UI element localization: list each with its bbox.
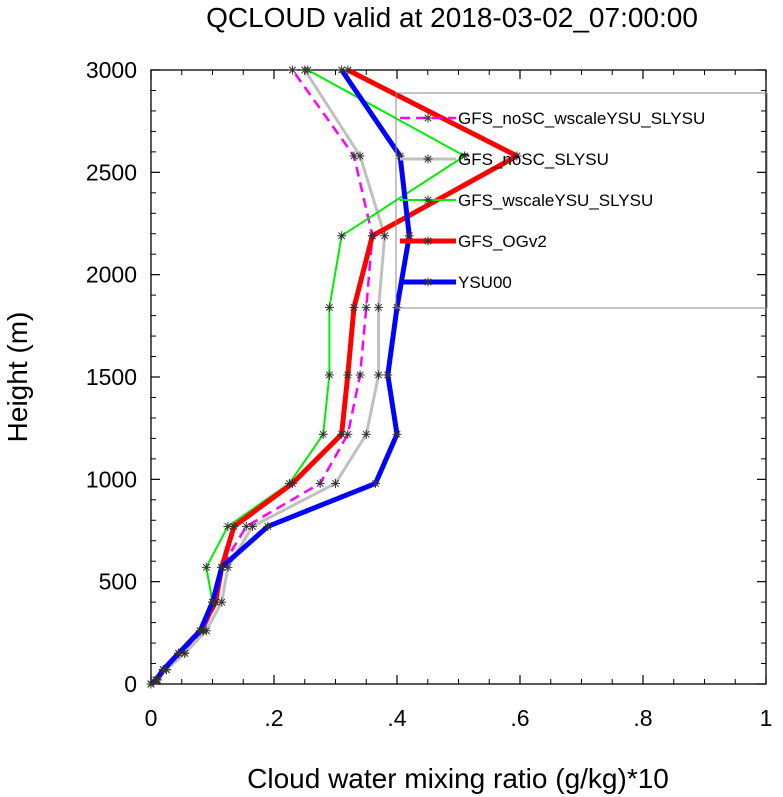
data-point-marker [331, 478, 340, 488]
data-point-marker [151, 675, 161, 685]
data-point-marker [460, 151, 470, 161]
legend: GFS_noSC_wscaleYSU_SLYSU GFS_noSC_SLYSU GF… [395, 92, 768, 309]
y-axis-label: Height (m) [2, 312, 33, 443]
data-point-marker [380, 231, 390, 241]
data-point-marker [370, 478, 380, 488]
y-tick-label: 0 [124, 671, 137, 697]
data-point-marker [263, 521, 273, 531]
data-point-marker [337, 231, 347, 241]
chart-title: QCLOUD valid at 2018-03-02_07:00:00 [206, 2, 698, 33]
x-tick-label: .2 [264, 705, 283, 731]
data-point-marker [303, 65, 313, 75]
data-point-marker [423, 277, 433, 287]
data-point-marker [324, 302, 334, 312]
data-point-marker [343, 429, 353, 439]
y-tick-label: 2500 [86, 159, 137, 185]
data-point-marker [423, 113, 433, 123]
data-point-marker [374, 370, 384, 380]
data-point-marker [241, 521, 251, 531]
y-tick-label: 1000 [86, 466, 137, 492]
data-point-marker [367, 231, 377, 241]
y-tick-label: 2000 [86, 262, 137, 288]
data-point-marker [512, 151, 522, 161]
data-point-marker [229, 521, 239, 531]
x-tick-label: .6 [510, 705, 529, 731]
legend-box [395, 92, 768, 309]
series-line-1 [150, 69, 374, 685]
data-point-marker [208, 597, 217, 607]
data-point-marker [361, 429, 371, 439]
data-point-marker [343, 65, 353, 75]
legend-label: GFS_noSC_wscaleYSU_SLYSU [458, 109, 705, 128]
x-tick-label: 1 [760, 705, 773, 731]
data-point-marker [324, 370, 334, 380]
x-axis-label: Cloud water mixing ratio (g/kg)*10 [247, 763, 669, 794]
x-tick-label: .4 [387, 705, 406, 731]
legend-label: GFS_OGv2 [458, 232, 547, 251]
data-point-marker [180, 648, 190, 658]
x-axis: 0 .2 .4 .6 .8 1 [145, 70, 773, 731]
data-point-marker [423, 195, 433, 205]
data-point-marker [223, 521, 233, 531]
data-point-marker [174, 648, 184, 658]
x-tick-label: .8 [633, 705, 652, 731]
data-point-marker [201, 562, 211, 572]
data-point-marker [287, 478, 297, 488]
series-line-3 [150, 69, 466, 685]
series-line-5 [149, 68, 412, 686]
data-point-marker [287, 65, 297, 75]
y-tick-label: 3000 [86, 57, 137, 83]
data-point-marker [217, 562, 227, 572]
data-point-marker [423, 154, 433, 164]
data-point-marker [355, 370, 365, 380]
data-point-marker [361, 302, 371, 312]
y-axis: 0 500 1000 1500 2000 2500 3000 [86, 57, 766, 697]
data-point-marker [337, 429, 347, 439]
data-point-marker [195, 626, 205, 636]
data-point-marker [146, 679, 156, 689]
legend-label: GFS_wscaleYSU_SLYSU [458, 191, 653, 210]
data-point-marker [392, 302, 402, 312]
data-point-marker [315, 478, 325, 488]
data-point-marker [247, 521, 257, 531]
series-lines [146, 65, 522, 689]
data-point-marker [158, 665, 168, 675]
data-point-marker [337, 65, 347, 75]
data-point-marker [392, 429, 402, 439]
legend-label: GFS_noSC_SLYSU [458, 150, 609, 169]
data-point-marker [383, 370, 393, 380]
data-point-marker [318, 429, 328, 439]
y-tick-label: 1500 [86, 364, 137, 390]
data-point-marker [349, 302, 359, 312]
x-tick-label: 0 [145, 705, 158, 731]
y-tick-label: 500 [99, 569, 137, 595]
data-point-marker [343, 370, 353, 380]
data-point-marker [423, 236, 433, 246]
legend-label: YSU00 [458, 273, 512, 292]
data-point-marker [374, 302, 384, 312]
data-point-marker [355, 151, 365, 161]
